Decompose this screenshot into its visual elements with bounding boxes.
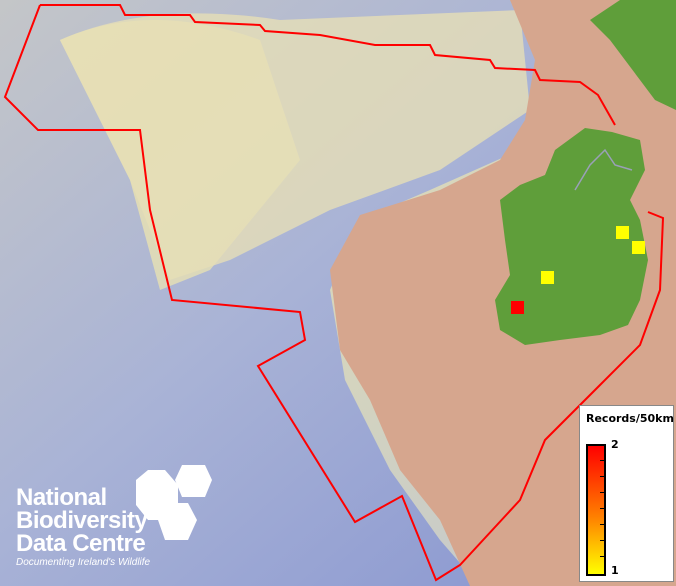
logo-line-1: National — [16, 484, 107, 511]
border-line — [574, 148, 633, 191]
logo-hexagons-icon — [136, 465, 212, 540]
record-square[interactable] — [632, 241, 645, 254]
legend: Records/50km 2 1 — [579, 405, 674, 582]
legend-color-ramp — [586, 444, 606, 576]
boundary-line — [40, 4, 616, 126]
nbdc-logo: National Biodiversity Data Centre Docume… — [16, 484, 151, 569]
shelf-upper — [60, 10, 530, 280]
record-square[interactable] — [541, 271, 554, 284]
legend-title: Records/50km — [586, 412, 674, 425]
boundary-line-west — [3, 4, 665, 582]
logo-tagline: Documenting Ireland's Wildlife — [16, 557, 151, 568]
great-britain — [590, 0, 676, 110]
record-square[interactable] — [511, 301, 524, 314]
record-square[interactable] — [616, 226, 629, 239]
ireland — [495, 128, 648, 345]
logo-line-2: Biodiversity — [16, 507, 148, 534]
legend-min-label: 1 — [611, 564, 619, 577]
legend-max-label: 2 — [611, 438, 619, 451]
logo-line-3: Data Centre — [16, 530, 146, 557]
